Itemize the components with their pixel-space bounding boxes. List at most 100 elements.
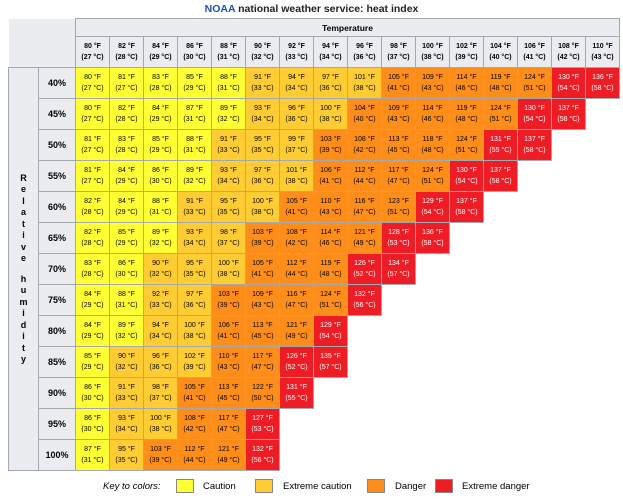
heat-c: (41 °C): [251, 271, 274, 278]
heat-c: (28 °C): [81, 240, 104, 247]
humidity-label: 70%: [38, 253, 76, 285]
heat-f: 131 °F: [490, 136, 511, 143]
humidity-label: 80%: [38, 315, 76, 347]
heat-index-cell: 91 °F (33 °C): [177, 191, 212, 223]
heat-f: 103 °F: [320, 136, 341, 143]
temp-header: 96 °F (36 °C): [347, 36, 382, 68]
heat-index-cell: 91 °F (33 °C): [211, 129, 246, 161]
empty-cell: [483, 346, 518, 378]
heat-f: 81 °F: [118, 74, 135, 81]
heat-f: 105 °F: [286, 198, 307, 205]
heat-index-cell: 105 °F (41 °C): [177, 377, 212, 409]
heat-f: 106 °F: [218, 322, 239, 329]
heat-c: (53 °C): [251, 426, 274, 433]
humidity-label: 50%: [38, 129, 76, 161]
heat-index-cell: 116 °F (47 °C): [347, 191, 382, 223]
temp-header: 88 °F (31 °C): [211, 36, 246, 68]
heat-index-cell: 86 °F (30 °C): [109, 253, 144, 285]
temp-f: 98 °F: [390, 43, 407, 50]
empty-cell: [517, 191, 552, 223]
heat-index-cell: 131 °F (55 °C): [279, 377, 314, 409]
heat-f: 89 °F: [118, 322, 135, 329]
heat-c: (38 °C): [285, 178, 308, 185]
heat-c: (40 °C): [353, 116, 376, 123]
legend-extreme-caution: Extreme caution: [283, 481, 352, 492]
heat-index-table: Temperature 80 °F (27 °C) 82 °F (28 °C) 84 °…: [8, 18, 620, 471]
heat-f: 93 °F: [220, 167, 237, 174]
temp-header: 106 °F (41 °C): [517, 36, 552, 68]
heat-f: 91 °F: [118, 384, 135, 391]
heat-f: 99 °F: [288, 136, 305, 143]
heat-index-cell: 119 °F (48 °C): [313, 253, 348, 285]
heat-index-cell: 100 °F (38 °C): [177, 315, 212, 347]
heat-index-cell: 130 °F (54 °C): [449, 160, 484, 192]
heat-index-cell: 116 °F (47 °C): [279, 284, 314, 316]
temp-c: (40 °C): [489, 54, 512, 61]
heat-index-cell: 85 °F (29 °C): [75, 346, 110, 378]
humidity-label: 95%: [38, 408, 76, 440]
heat-c: (34 °C): [183, 240, 206, 247]
heat-f: 97 °F: [186, 291, 203, 298]
empty-cell: [483, 191, 518, 223]
heat-f: 108 °F: [184, 415, 205, 422]
heat-c: (51 °C): [319, 302, 342, 309]
temp-c: (41 °C): [523, 54, 546, 61]
heat-c: (28 °C): [115, 116, 138, 123]
empty-cell: [585, 439, 620, 471]
heat-f: 91 °F: [186, 198, 203, 205]
heat-c: (35 °C): [251, 147, 274, 154]
heat-index-cell: 89 °F (32 °C): [211, 98, 246, 130]
heat-f: 131 °F: [286, 384, 307, 391]
heat-f: 117 °F: [218, 415, 239, 422]
empty-cell: [483, 284, 518, 316]
heat-c: (31 °C): [115, 302, 138, 309]
heat-f: 129 °F: [320, 322, 341, 329]
temp-header: 90 °F (32 °C): [245, 36, 280, 68]
heat-c: (47 °C): [251, 364, 274, 371]
heat-c: (27 °C): [115, 85, 138, 92]
empty-cell: [585, 315, 620, 347]
heat-index-cell: 97 °F (36 °C): [177, 284, 212, 316]
heat-c: (43 °C): [387, 116, 410, 123]
heat-f: 129 °F: [422, 198, 443, 205]
temp-c: (32 °C): [251, 54, 274, 61]
heat-f: 89 °F: [220, 105, 237, 112]
heat-index-cell: 119 °F (48 °C): [449, 98, 484, 130]
heat-c: (41 °C): [387, 85, 410, 92]
heat-f: 82 °F: [84, 229, 101, 236]
noaa-link[interactable]: NOAA: [204, 3, 236, 15]
heat-index-cell: 87 °F (31 °C): [177, 98, 212, 130]
heat-c: (38 °C): [251, 209, 274, 216]
empty-cell: [449, 284, 484, 316]
humidity-label: 45%: [38, 98, 76, 130]
heat-f: 105 °F: [388, 74, 409, 81]
heat-c: (47 °C): [217, 426, 240, 433]
heat-f: 132 °F: [354, 291, 375, 298]
temp-f: 80 °F: [84, 43, 101, 50]
heat-f: 100 °F: [218, 260, 239, 267]
title-text: national weather service: heat index: [238, 3, 419, 15]
heat-f: 137 °F: [490, 167, 511, 174]
humidity-row: 85% 85 °F (29 °C) 90 °F (32 °C) 96 °F (36 °C) 1…: [9, 346, 620, 378]
temperature-caption: Temperature: [75, 18, 620, 37]
heat-index-cell: 100 °F (38 °C): [313, 98, 348, 130]
heat-c: (39 °C): [251, 240, 274, 247]
empty-cell: [551, 253, 586, 285]
heat-c: (38 °C): [149, 426, 172, 433]
heat-index-cell: 130 °F (54 °C): [517, 98, 552, 130]
heat-f: 136 °F: [592, 74, 613, 81]
heat-index-cell: 129 °F (54 °C): [313, 315, 348, 347]
empty-cell: [381, 346, 416, 378]
legend-extreme-danger: Extreme danger: [462, 481, 530, 492]
empty-cell: [517, 377, 552, 409]
empty-cell: [483, 377, 518, 409]
empty-cell: [517, 439, 552, 471]
empty-cell: [313, 439, 348, 471]
heat-index-cell: 119 °F (48 °C): [483, 67, 518, 99]
empty-cell: [483, 253, 518, 285]
temp-header: 80 °F (27 °C): [75, 36, 110, 68]
heat-f: 86 °F: [118, 260, 135, 267]
heat-index-cell: 100 °F (38 °C): [245, 191, 280, 223]
empty-cell: [551, 346, 586, 378]
heat-index-cell: 109 °F (43 °C): [245, 284, 280, 316]
